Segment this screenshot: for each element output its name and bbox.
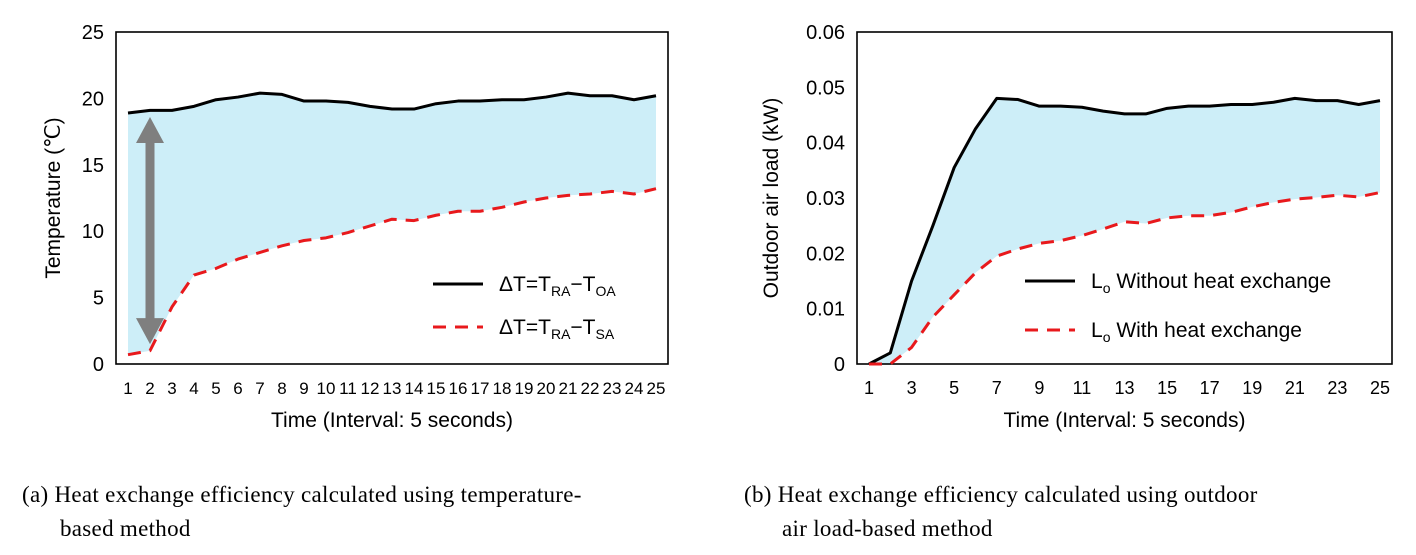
caption-a-line2: based method	[60, 516, 191, 541]
x-tick-label: 6	[233, 379, 242, 398]
x-tick-label: 2	[145, 379, 154, 398]
x-tick-label: 16	[449, 379, 468, 398]
legend-label: Lo With heat exchange	[1091, 319, 1302, 345]
y-tick-label: 0	[93, 354, 104, 376]
y-tick-label: 20	[82, 88, 104, 110]
x-tick-label: 20	[537, 379, 556, 398]
legend-label: ΔT=TRA−TSA	[499, 316, 615, 342]
x-tick-label: 23	[603, 379, 622, 398]
arrow-shaft	[145, 140, 155, 321]
plot-frame	[115, 31, 669, 365]
x-tick-label: 10	[317, 379, 336, 398]
legend-label: ΔT=TRA−TOA	[499, 273, 616, 299]
y-tick-label: 0.04	[806, 133, 845, 155]
x-tick-label: 15	[427, 379, 446, 398]
y-tick-label: 0.03	[806, 188, 845, 210]
caption-a: (a) Heat exchange efficiency calculated …	[22, 478, 702, 546]
y-axis-label: Outdoor air load (kW)	[760, 98, 783, 299]
x-tick-label: 13	[383, 379, 402, 398]
x-tick-label: 13	[1114, 378, 1134, 398]
x-tick-label: 12	[361, 379, 380, 398]
series-line-solid	[868, 96, 1381, 366]
arrow-head-down	[136, 318, 164, 345]
plot-frame	[856, 31, 1393, 365]
x-tick-label: 18	[493, 379, 512, 398]
x-tick-label: 14	[405, 379, 424, 398]
x-tick-label: 7	[255, 379, 264, 398]
x-tick-label: 11	[1073, 378, 1092, 398]
x-tick-label: 7	[992, 378, 1002, 398]
x-tick-label: 21	[559, 379, 578, 398]
x-axis-label: Time (Interval: 5 seconds)	[271, 409, 513, 432]
caption-b: (b) Heat exchange efficiency calculated …	[744, 478, 1394, 546]
caption-a-line1: (a) Heat exchange efficiency calculated …	[22, 482, 582, 507]
x-tick-label: 4	[189, 379, 198, 398]
x-tick-label: 25	[647, 379, 666, 398]
x-tick-label: 3	[907, 378, 917, 398]
x-tick-label: 11	[339, 379, 357, 398]
x-tick-label: 19	[515, 379, 534, 398]
x-tick-label: 17	[471, 379, 490, 398]
x-tick-label: 5	[949, 378, 959, 398]
series-line-dashed	[869, 190, 1381, 366]
caption-b-line2: air load-based method	[782, 516, 993, 541]
x-tick-label: 17	[1200, 378, 1220, 398]
x-tick-label: 3	[167, 379, 176, 398]
y-tick-label: 0.05	[806, 77, 845, 99]
series-line-solid	[127, 91, 657, 115]
chart-outdoor-air-load: 00.010.020.030.040.050.061 3 5 7 9 11 13 15 17 19…	[760, 22, 1393, 432]
x-tick-label: 5	[211, 379, 220, 398]
x-tick-label: 8	[277, 379, 286, 398]
y-tick-label: 5	[93, 288, 104, 310]
x-tick-label: 9	[299, 379, 308, 398]
y-tick-label: 15	[82, 155, 104, 177]
y-axis-label: Temperature (℃)	[42, 117, 65, 278]
x-axis-label: Time (Interval: 5 seconds)	[1004, 409, 1246, 432]
caption-b-line1: (b) Heat exchange efficiency calculated …	[744, 482, 1258, 507]
x-tick-label: 9	[1034, 378, 1044, 398]
x-tick-label: 15	[1157, 378, 1177, 398]
y-tick-label: 10	[82, 221, 104, 243]
x-tick-label: 25	[1370, 378, 1390, 398]
y-tick-label: 0.02	[806, 243, 845, 265]
y-tick-label: 0.06	[806, 22, 845, 44]
fill-area	[128, 93, 656, 355]
y-tick-label: 0.01	[806, 299, 845, 321]
x-tick-label: 19	[1242, 378, 1262, 398]
arrow-head-up	[136, 116, 164, 143]
series-line-dashed	[127, 187, 657, 357]
x-tick-label: 1	[123, 379, 132, 398]
x-tick-label: 24	[625, 379, 644, 398]
y-tick-label: 25	[82, 22, 104, 44]
fill-area	[869, 98, 1380, 365]
x-tick-label: 23	[1327, 378, 1347, 398]
x-tick-label: 21	[1285, 378, 1305, 398]
x-tick-label: 1	[864, 378, 874, 398]
y-tick-label: 0	[834, 354, 845, 376]
x-tick-label: 22	[581, 379, 600, 398]
legend-label: Lo Without heat exchange	[1091, 270, 1331, 296]
